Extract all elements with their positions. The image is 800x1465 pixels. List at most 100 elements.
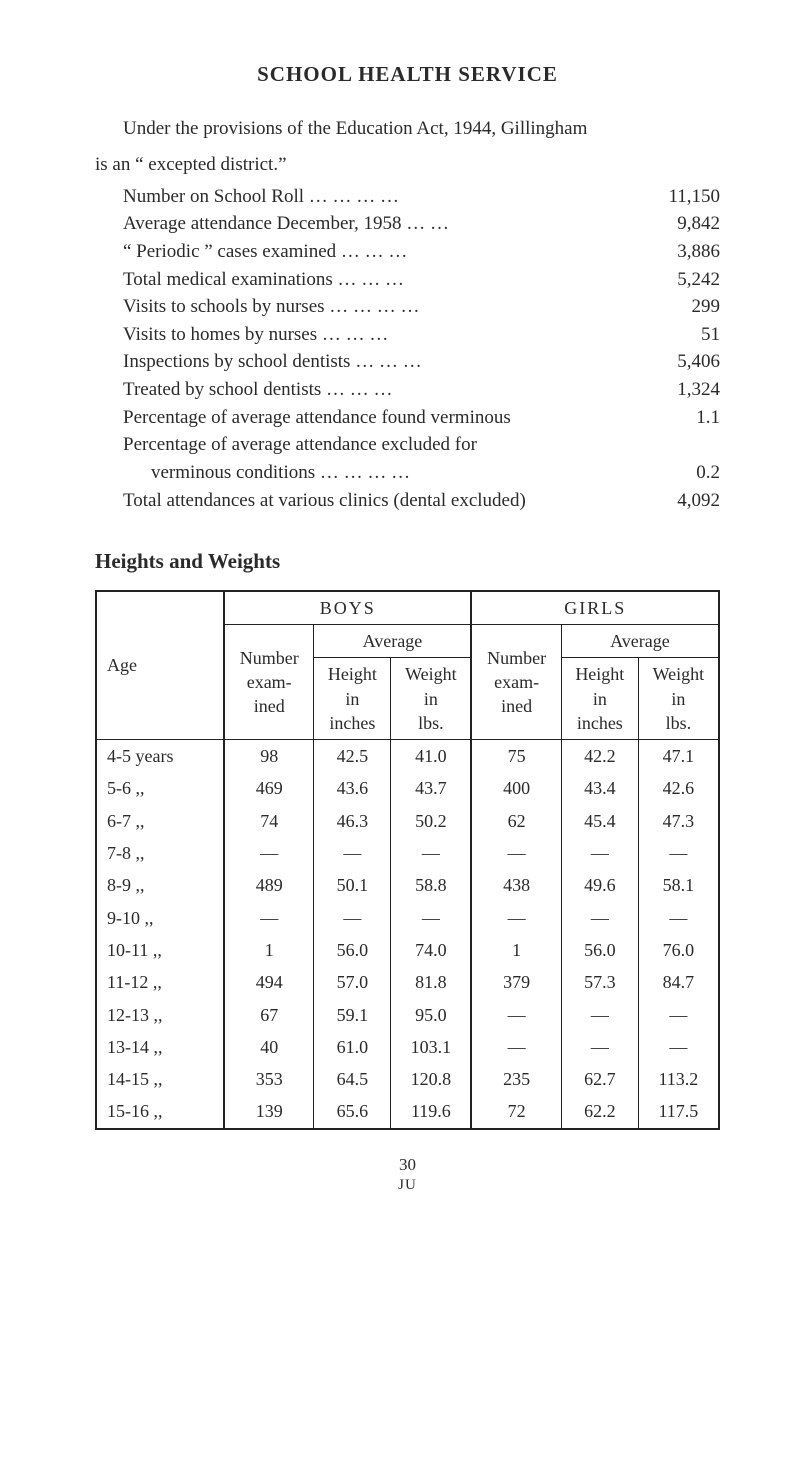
table-cell: 469 [224, 772, 314, 804]
table-cell: — [314, 902, 391, 934]
th-girls: GIRLS [471, 591, 719, 625]
table-cell: 353 [224, 1063, 314, 1095]
table-row: 6-7 ,,7446.350.26245.447.3 [96, 805, 719, 837]
table-cell: 438 [471, 869, 561, 901]
table-cell: 40 [224, 1031, 314, 1063]
stat-row: Number on School Roll … … … … 11,150 [95, 184, 720, 210]
table-row: 7-8 ,,—————— [96, 837, 719, 869]
stat-row: Visits to homes by nurses … … …51 [95, 322, 720, 348]
table-cell: 50.1 [314, 869, 391, 901]
table-cell: — [391, 902, 472, 934]
table-row: 9-10 ,,—————— [96, 902, 719, 934]
table-cell: 5-6 ,, [96, 772, 224, 804]
table-row: 12-13 ,,6759.195.0——— [96, 999, 719, 1031]
table-cell: 113.2 [638, 1063, 719, 1095]
table-cell: 43.4 [561, 772, 638, 804]
table-cell: 489 [224, 869, 314, 901]
table-cell: 56.0 [314, 934, 391, 966]
stat-row: Total attendances at various clinics (de… [95, 488, 720, 514]
table-cell: 58.1 [638, 869, 719, 901]
stat-row: Treated by school dentists … … … 1,324 [95, 377, 720, 403]
table-cell: 103.1 [391, 1031, 472, 1063]
stat-value: 5,406 [640, 349, 720, 375]
th-girls-average: Average [561, 624, 719, 657]
table-cell: 10-11 ,, [96, 934, 224, 966]
stat-value: 1,324 [640, 377, 720, 403]
stat-row: Visits to schools by nurses … … … …299 [95, 294, 720, 320]
table-cell: 67 [224, 999, 314, 1031]
table-row: 5-6 ,,46943.643.740043.442.6 [96, 772, 719, 804]
table-cell: 62.2 [561, 1095, 638, 1128]
intro-paragraph: Under the provisions of the Education Ac… [95, 116, 720, 177]
table-cell: 400 [471, 772, 561, 804]
intro-line1: Under the provisions of the Education Ac… [95, 116, 720, 142]
stat-label: verminous conditions … … … … [95, 460, 410, 486]
table-cell: 120.8 [391, 1063, 472, 1095]
th-age: Age [96, 591, 224, 740]
page-title: SCHOOL HEALTH SERVICE [95, 60, 720, 88]
table-cell: 50.2 [391, 805, 472, 837]
table-cell: 42.2 [561, 740, 638, 773]
stat-value: 3,886 [640, 239, 720, 265]
table-row: 4-5 years9842.541.07542.247.1 [96, 740, 719, 773]
table-cell: — [638, 1031, 719, 1063]
stat-row: Inspections by school dentists … … …5,40… [95, 349, 720, 375]
table-cell: 494 [224, 966, 314, 998]
th-boys-average: Average [314, 624, 472, 657]
stat-row: Percentage of average attendance exclude… [95, 432, 720, 458]
table-cell: — [314, 837, 391, 869]
table-cell: 47.3 [638, 805, 719, 837]
stat-row: “ Periodic ” cases examined … … … 3,886 [95, 239, 720, 265]
table-cell: 76.0 [638, 934, 719, 966]
table-cell: 13-14 ,, [96, 1031, 224, 1063]
table-cell: 1 [471, 934, 561, 966]
table-cell: 12-13 ,, [96, 999, 224, 1031]
table-cell: 379 [471, 966, 561, 998]
th-boys-weight: Weightinlbs. [391, 658, 472, 740]
table-cell: — [561, 1031, 638, 1063]
stat-value: 9,842 [640, 211, 720, 237]
stat-label: “ Periodic ” cases examined … … … [95, 239, 407, 265]
table-cell: 62 [471, 805, 561, 837]
table-row: 8-9 ,,48950.158.843849.658.1 [96, 869, 719, 901]
stat-label: Visits to homes by nurses … … … [95, 322, 388, 348]
table-cell: 57.0 [314, 966, 391, 998]
table-cell: 4-5 years [96, 740, 224, 773]
stat-value: 0.2 [640, 460, 720, 486]
stat-label: Visits to schools by nurses … … … … [95, 294, 420, 320]
table-cell: 119.6 [391, 1095, 472, 1128]
stat-label: Number on School Roll … … … … [95, 184, 399, 210]
table-row: 10-11 ,,156.074.0156.076.0 [96, 934, 719, 966]
table-cell: 117.5 [638, 1095, 719, 1128]
table-cell: — [471, 837, 561, 869]
th-boys-number: Numberexam-ined [224, 624, 314, 739]
table-cell: — [391, 837, 472, 869]
page-number: 30 [95, 1154, 720, 1177]
table-cell: 75 [471, 740, 561, 773]
th-girls-height: Heightininches [561, 658, 638, 740]
table-cell: 41.0 [391, 740, 472, 773]
table-cell: 9-10 ,, [96, 902, 224, 934]
stat-row: Percentage of average attendance found v… [95, 405, 720, 431]
table-cell: — [638, 837, 719, 869]
table-row: 11-12 ,,49457.081.837957.384.7 [96, 966, 719, 998]
table-cell: — [638, 902, 719, 934]
table-cell: — [471, 999, 561, 1031]
table-cell: 43.6 [314, 772, 391, 804]
stat-row: Average attendance December, 1958 … …9,8… [95, 211, 720, 237]
stat-value: 11,150 [640, 184, 720, 210]
table-cell: — [561, 837, 638, 869]
table-cell: 74.0 [391, 934, 472, 966]
stat-value: 4,092 [640, 488, 720, 514]
intro-line2: is an “ excepted district.” [95, 152, 720, 178]
table-cell: — [224, 837, 314, 869]
stat-label: Treated by school dentists … … … [95, 377, 393, 403]
table-cell: 98 [224, 740, 314, 773]
table-cell: 42.5 [314, 740, 391, 773]
table-cell: 46.3 [314, 805, 391, 837]
heights-weights-title: Heights and Weights [95, 547, 720, 575]
th-boys-height: Heightininches [314, 658, 391, 740]
stat-value: 5,242 [640, 267, 720, 293]
table-cell: 62.7 [561, 1063, 638, 1095]
stat-row: verminous conditions … … … … 0.2 [95, 460, 720, 486]
